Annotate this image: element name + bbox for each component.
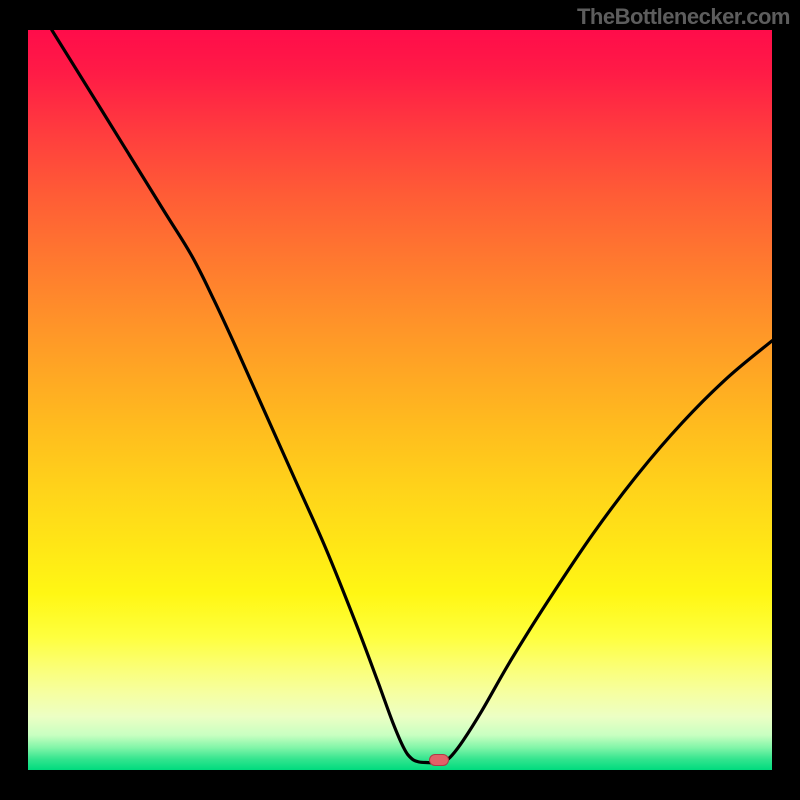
optimum-marker: [429, 754, 449, 766]
curve-path: [52, 30, 772, 763]
watermark-text: TheBottlenecker.com: [577, 4, 790, 30]
plot-area: [28, 30, 772, 770]
bottleneck-curve: [28, 30, 772, 770]
